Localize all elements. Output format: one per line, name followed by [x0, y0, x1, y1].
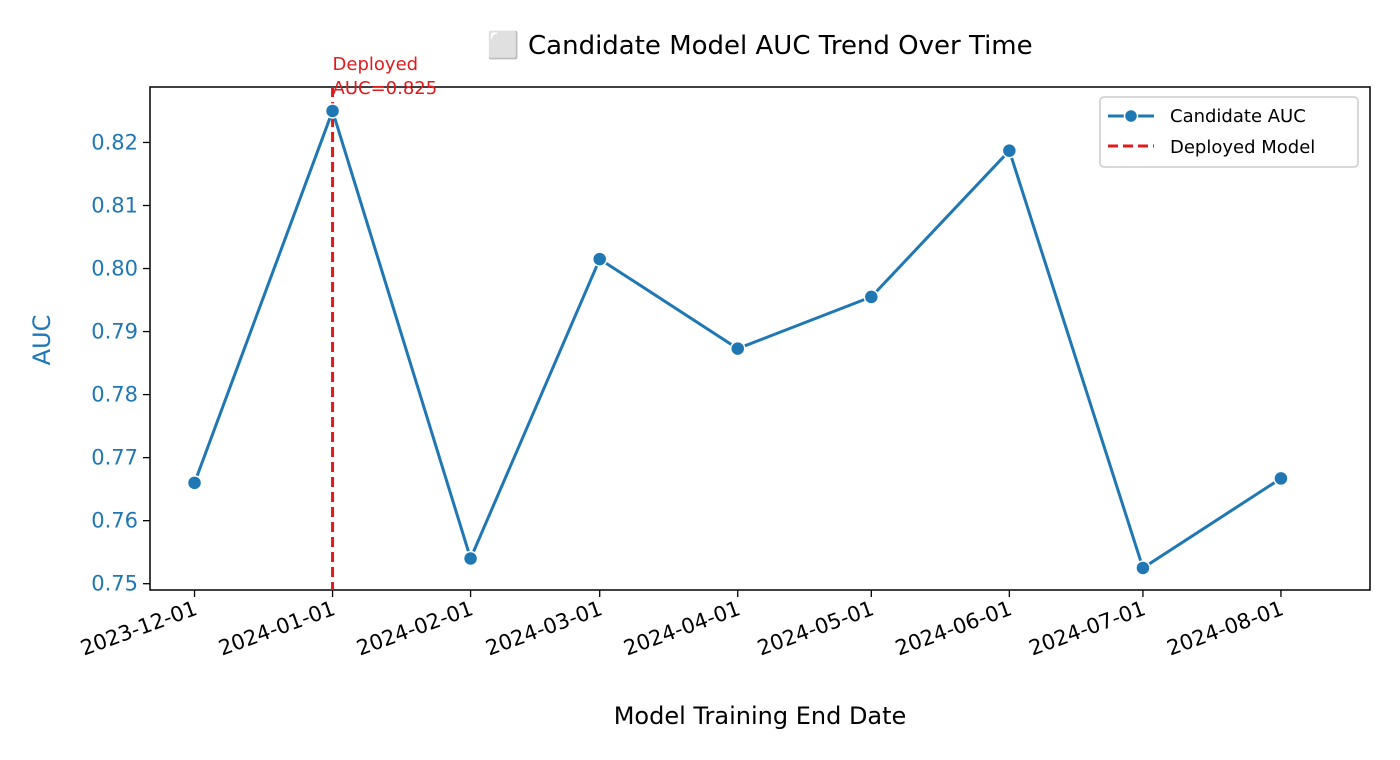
plot-area: 0.75 0.76 0.77 0.78 0.79 0.80 0.81 0.82 2023-12-… [77, 86, 1371, 660]
deployed-annotation-auc: AUC=0.825 [333, 78, 438, 99]
x-tick-label: 2023-12-01 [77, 596, 200, 660]
chart-title: ⬜ Candidate Model AUC Trend Over Time [487, 30, 1032, 61]
legend-box [1099, 96, 1359, 168]
x-tick-label: 2024-01-01 [215, 596, 338, 660]
plot-frame [149, 86, 1371, 591]
y-tick-label: 0.80 [91, 257, 138, 281]
legend-candidate-label: Candidate AUC [1170, 106, 1306, 127]
x-tick-label: 2024-07-01 [1026, 596, 1149, 660]
data-point [186, 475, 203, 491]
data-point [324, 103, 341, 119]
y-tick-label: 0.78 [91, 383, 138, 407]
y-tick-label: 0.79 [91, 320, 138, 344]
y-tick-label: 0.77 [91, 446, 138, 470]
x-tick-label: 2024-02-01 [353, 596, 476, 660]
legend-candidate-marker [1123, 108, 1139, 124]
x-tick-label: 2024-05-01 [754, 596, 877, 660]
x-axis-label: Model Training End Date [614, 702, 907, 730]
legend: Candidate AUC Deployed Model [1099, 96, 1359, 168]
data-point [1135, 560, 1151, 576]
candidate-auc-line [193, 109, 1282, 570]
x-tick-label: 2024-08-01 [1164, 596, 1287, 660]
y-tick-label: 0.82 [91, 130, 138, 154]
x-tick-label: 2024-04-01 [621, 596, 744, 660]
deployed-annotation-title: Deployed [333, 54, 419, 75]
data-point [729, 340, 746, 357]
y-tick-label: 0.76 [91, 509, 138, 533]
data-point [462, 550, 479, 567]
x-tick-label: 2024-03-01 [483, 596, 606, 660]
legend-deployed-label: Deployed Model [1170, 137, 1315, 158]
x-tick-label: 2024-06-01 [892, 596, 1015, 660]
data-point [591, 251, 608, 267]
data-point [1273, 470, 1289, 487]
data-point [863, 289, 880, 305]
y-axis-label: AUC [28, 315, 56, 366]
data-point [1001, 142, 1018, 159]
y-tick-label: 0.75 [91, 572, 138, 596]
y-tick-label: 0.81 [91, 194, 138, 218]
